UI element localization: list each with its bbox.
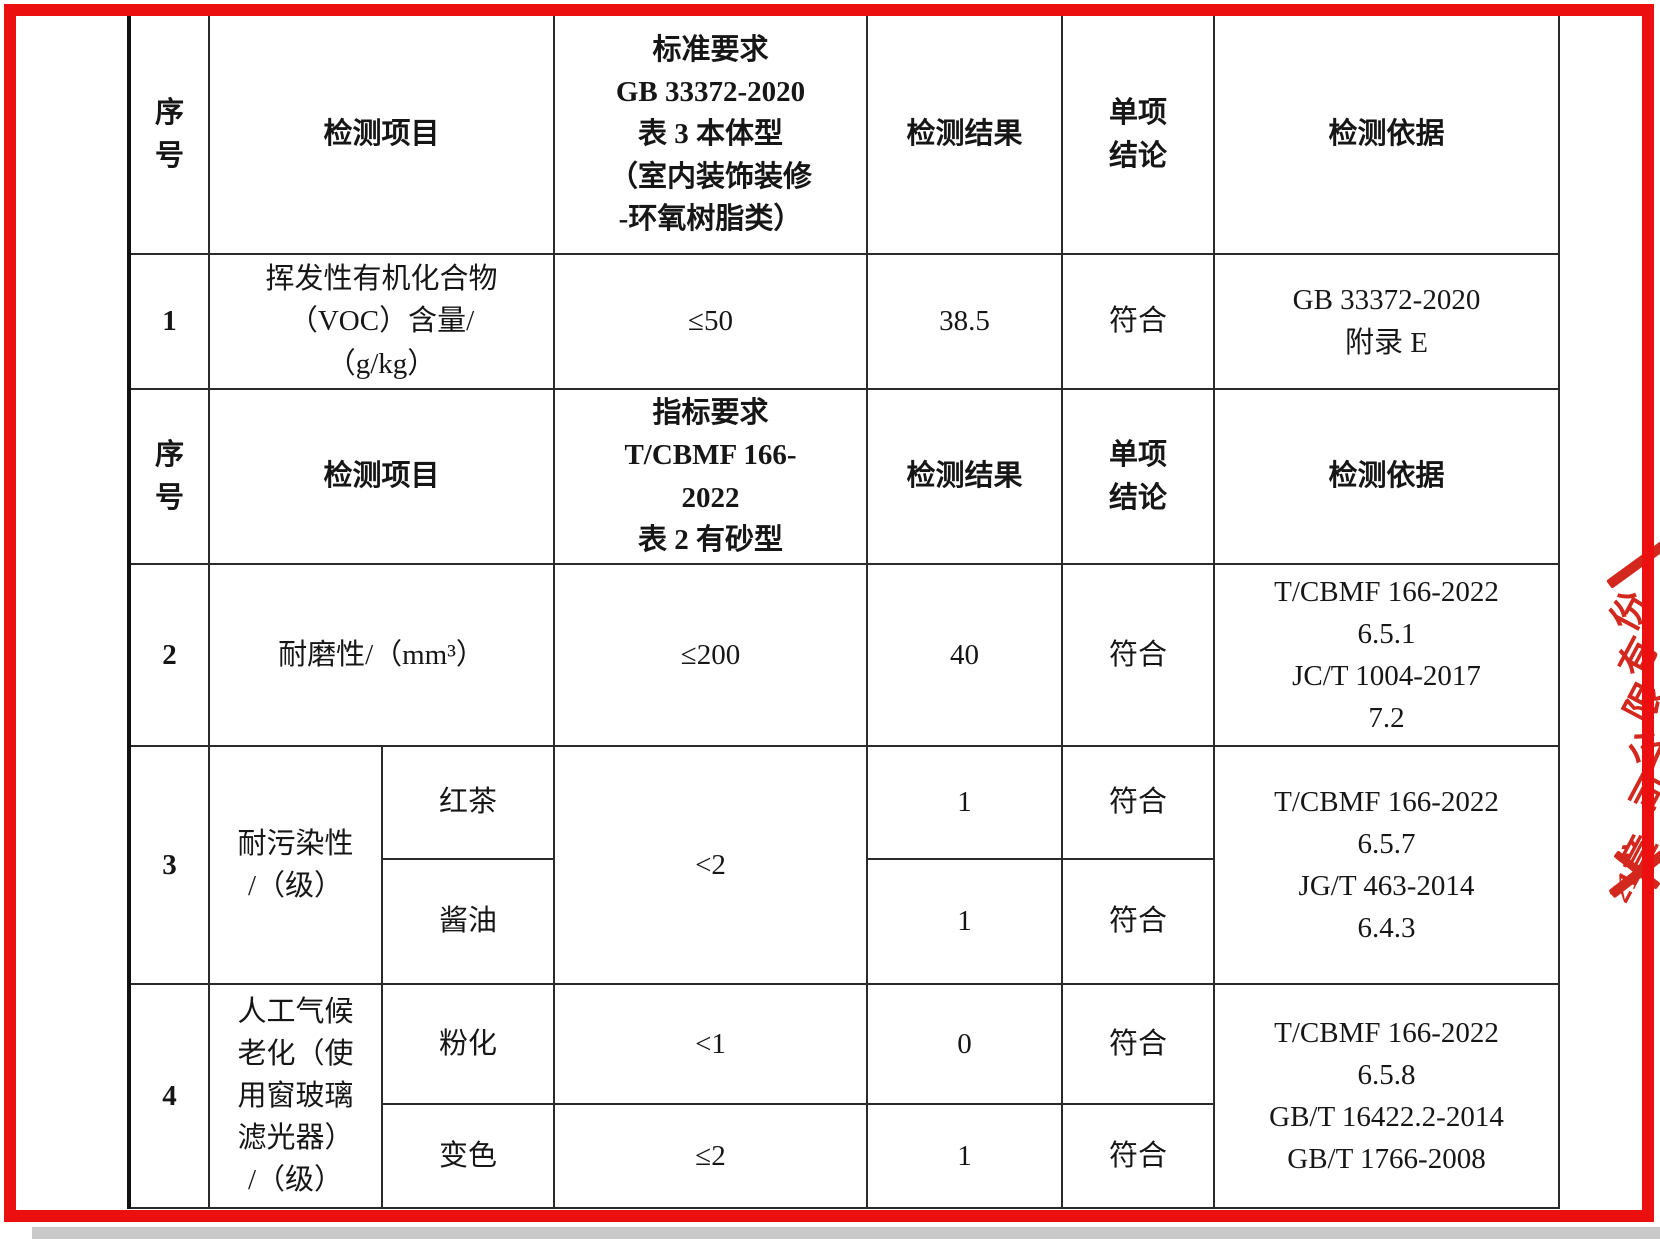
- row3-item-cell: 耐污染性 /（级）: [208, 745, 383, 985]
- row2-requirement-cell: ≤200: [553, 563, 868, 747]
- header1-result-cell: 检测结果: [866, 14, 1063, 255]
- row2-conclusion-cell: 符合: [1061, 563, 1215, 747]
- row3-no-cell: 3: [128, 745, 210, 985]
- row4-requirement-discoloration-cell: ≤2: [553, 1103, 868, 1209]
- row2-result-cell: 40: [866, 563, 1063, 747]
- header2-conclusion-cell: 单项 结论: [1061, 388, 1215, 565]
- row2-basis-cell: T/CBMF 166-2022 6.5.1 JC/T 1004-2017 7.2: [1213, 563, 1560, 747]
- header1-no-cell: 序 号: [128, 14, 210, 255]
- table-row-voc: 1 挥发性有机化合物 （VOC）含量/ （g/kg） ≤50 38.5 符合 G…: [128, 253, 1560, 390]
- company-seal-fragment: 份 有 限 公 司 章 21: [1588, 530, 1660, 908]
- header1-basis-cell: 检测依据: [1213, 14, 1560, 255]
- row1-item-cell: 挥发性有机化合物 （VOC）含量/ （g/kg）: [208, 253, 555, 390]
- table-row-abrasion: 2 耐磨性/（mm³） ≤200 40 符合 T/CBMF 166-2022 6…: [128, 563, 1560, 747]
- row1-result-cell: 38.5: [866, 253, 1063, 390]
- table-row-stain-soy: 酱油 1 符合: [129, 858, 1559, 985]
- table-header-row-2: 序 号 检测项目 指标要求 T/CBMF 166- 2022 表 2 有砂型 检…: [128, 388, 1560, 565]
- row3-basis-cell: T/CBMF 166-2022 6.5.7 JG/T 463-2014 6.4.…: [1213, 745, 1560, 985]
- row1-no-cell: 1: [128, 253, 210, 390]
- header1-requirement-cell: 标准要求 GB 33372-2020 表 3 本体型 （室内装饰装修 -环氧树脂…: [553, 14, 868, 255]
- header1-conclusion-cell: 单项 结论: [1061, 14, 1215, 255]
- row4-basis-cell: T/CBMF 166-2022 6.5.8 GB/T 16422.2-2014 …: [1213, 983, 1560, 1209]
- row4-no-cell: 4: [128, 983, 210, 1209]
- row3-subitem-soy-cell: 酱油: [381, 858, 555, 985]
- row4-item-cell: 人工气候 老化（使 用窗玻璃 滤光器） /（级）: [208, 983, 383, 1209]
- header2-basis-cell: 检测依据: [1213, 388, 1560, 565]
- row1-basis-cell: GB 33372-2020 附录 E: [1213, 253, 1560, 390]
- row3-result-tea-cell: 1: [866, 745, 1063, 860]
- row1-conclusion-cell: 符合: [1061, 253, 1215, 390]
- row3-result-soy-cell: 1: [866, 858, 1063, 985]
- row2-item-cell: 耐磨性/（mm³）: [208, 563, 555, 747]
- header2-item-cell: 检测项目: [208, 388, 555, 565]
- header2-result-cell: 检测结果: [866, 388, 1063, 565]
- row4-subitem-chalking-cell: 粉化: [381, 983, 555, 1105]
- header2-requirement-cell: 指标要求 T/CBMF 166- 2022 表 2 有砂型: [553, 388, 868, 565]
- row3-conclusion-soy-cell: 符合: [1061, 858, 1215, 985]
- page-bottom-shadow: [32, 1227, 1660, 1239]
- table-row-stain-tea: 3 耐污染性 /（级） 红茶 <2 1 符合 T/CBMF 166-2022 6…: [128, 745, 1560, 985]
- header1-item-cell: 检测项目: [208, 14, 555, 255]
- header2-no-cell: 序 号: [128, 388, 210, 565]
- table-header-row-1: 序 号 检测项目 标准要求 GB 33372-2020 表 3 本体型 （室内装…: [128, 14, 1560, 255]
- row4-conclusion-chalking-cell: 符合: [1061, 983, 1215, 1105]
- row3-conclusion-tea-cell: 符合: [1061, 745, 1215, 860]
- row4-conclusion-discoloration-cell: 符合: [1061, 1103, 1215, 1209]
- row2-no-cell: 2: [128, 563, 210, 747]
- row3-requirement-cell: <2: [553, 745, 868, 985]
- row4-result-chalking-cell: 0: [866, 983, 1063, 1105]
- table-row-weathering-discoloration: 变色 ≤2 1 符合: [129, 1103, 1559, 1209]
- row4-subitem-discoloration-cell: 变色: [381, 1103, 555, 1209]
- row1-requirement-cell: ≤50: [553, 253, 868, 390]
- row4-requirement-chalking-cell: <1: [553, 983, 868, 1105]
- row3-subitem-tea-cell: 红茶: [381, 745, 555, 860]
- test-report-table: 序 号 检测项目 标准要求 GB 33372-2020 表 3 本体型 （室内装…: [127, 14, 1560, 1209]
- row4-result-discoloration-cell: 1: [866, 1103, 1063, 1209]
- table-row-weathering-chalking: 4 人工气候 老化（使 用窗玻璃 滤光器） /（级） 粉化 <1 0 符合 T/…: [128, 983, 1560, 1209]
